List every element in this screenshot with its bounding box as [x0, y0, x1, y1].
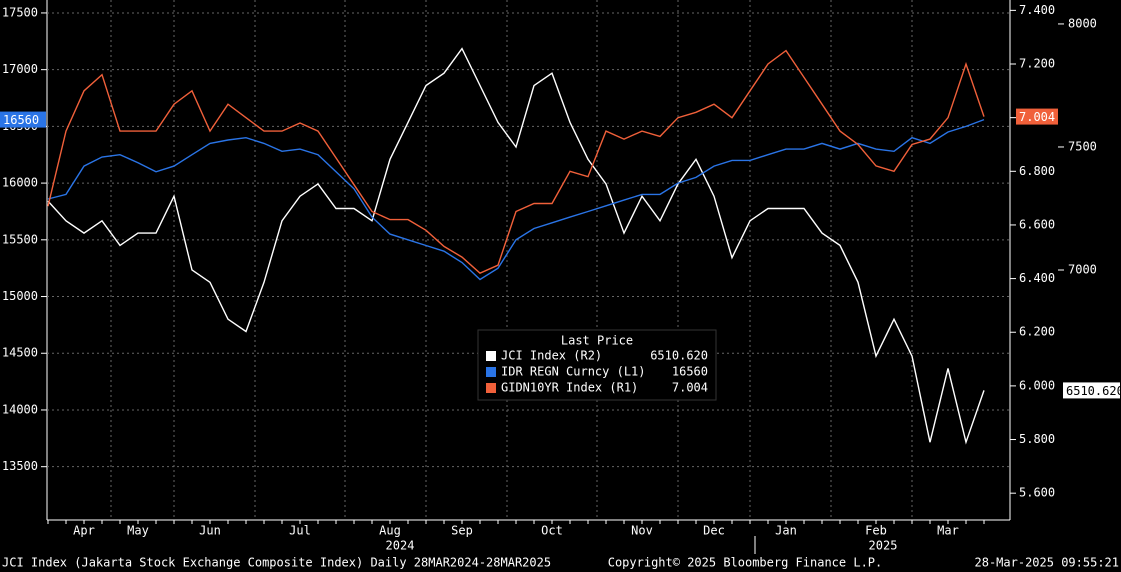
y-tick-label: 13500	[2, 459, 38, 473]
legend-label: JCI Index (R2)	[501, 349, 602, 363]
x-tick-label: Mar	[937, 524, 959, 538]
x-tick-label: Nov	[631, 524, 653, 538]
legend-swatch	[486, 383, 496, 393]
series-line	[47, 118, 985, 281]
y2-tick-label: 6.400	[1019, 271, 1055, 285]
x-tick-label: Dec	[703, 524, 725, 538]
y2-tick-label: 5.800	[1019, 432, 1055, 446]
legend-swatch	[486, 367, 496, 377]
y2-tick-label: 6.600	[1019, 217, 1055, 231]
x-tick-label: Jan	[775, 524, 797, 538]
legend-value: 6510.620	[650, 349, 708, 363]
y2-tick-label: 7.400	[1019, 3, 1055, 17]
year-label: 2025	[869, 539, 898, 553]
x-tick-label: Feb	[865, 524, 887, 538]
last-value-label: 6510.620	[1066, 384, 1121, 398]
legend-label: GIDN10YR Index (R1)	[501, 381, 638, 395]
plot	[47, 0, 1010, 520]
footer-center: Copyright© 2025 Bloomberg Finance L.P.	[608, 556, 883, 570]
legend-swatch	[486, 351, 496, 361]
y-tick-label: 16000	[2, 176, 38, 190]
y-tick-label: 14000	[2, 402, 38, 416]
year-label: 2024	[386, 539, 415, 553]
last-value-tag	[1016, 108, 1058, 125]
y3-tick-label: 8000	[1068, 16, 1097, 30]
x-tick-label: May	[127, 524, 149, 538]
legend-box	[477, 329, 717, 401]
series-line	[47, 47, 985, 445]
footer-right: 28-Mar-2025 09:55:21	[975, 556, 1120, 570]
last-value-tag	[0, 111, 46, 128]
legend-label: IDR REGN Curncy (L1)	[501, 365, 646, 379]
footer-left: JCI Index (Jakarta Stock Exchange Compos…	[2, 556, 551, 570]
legend-value: 16560	[672, 365, 708, 379]
x-tick-label: Oct	[541, 524, 563, 538]
legend-title: Last Price	[561, 334, 633, 348]
x-tick-label: Jun	[199, 524, 221, 538]
y-tick-label: 17500	[2, 5, 38, 19]
y-tick-label: 15500	[2, 232, 38, 246]
x-tick-label: Apr	[73, 524, 95, 538]
legend-value: 7.004	[672, 381, 708, 395]
y3-tick-label: 7500	[1068, 139, 1097, 153]
x-tick-label: Aug	[379, 524, 401, 538]
y3-tick-label: 7000	[1068, 263, 1097, 277]
y-tick-label: 14500	[2, 346, 38, 360]
series-line	[47, 49, 985, 275]
y-tick-label: 15000	[2, 289, 38, 303]
x-tick-label: Jul	[289, 524, 311, 538]
y2-tick-label: 5.600	[1019, 486, 1055, 500]
y2-tick-label: 6.800	[1019, 164, 1055, 178]
x-tick-label: Sep	[451, 524, 473, 538]
y-tick-label: 17000	[2, 62, 38, 76]
last-value-tag	[1063, 382, 1120, 399]
last-value-label: 16560	[3, 113, 39, 127]
y2-tick-label: 6.000	[1019, 378, 1055, 392]
last-value-label: 7.004	[1019, 110, 1055, 124]
y2-tick-label: 7.200	[1019, 57, 1055, 71]
y2-tick-label: 6.200	[1019, 325, 1055, 339]
